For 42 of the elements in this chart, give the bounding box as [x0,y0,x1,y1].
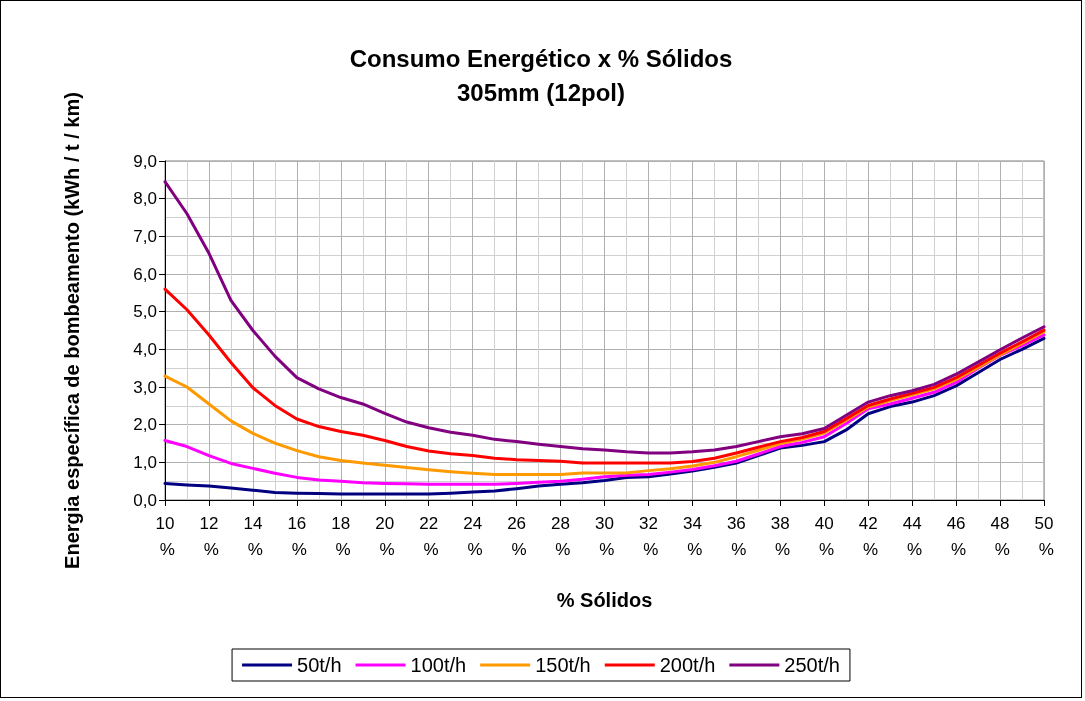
y-tick-label: 6,0 [133,264,157,284]
legend-label: 150t/h [535,654,591,676]
y-tick-label: 0,0 [133,490,157,510]
x-tick-label: 14 % [242,513,263,559]
x-tick-label: 28 % [550,513,571,559]
x-tick-label: 40 % [814,513,835,559]
y-tick-label: 1,0 [133,452,157,472]
x-tick-label: 36 % [726,513,747,559]
x-tick-label: 20 % [374,513,395,559]
x-tick-label: 44 % [902,513,923,559]
x-tick-label: 12 % [199,513,219,559]
chart-title: Consumo Energético x % Sólidos [349,44,733,72]
x-tick-label: 46 % [946,513,967,559]
x-tick-label: 38 % [770,513,791,559]
legend-label: 100t/h [410,654,467,676]
chart-subtitle: 305mm (12pol) [456,78,626,106]
y-tick-label: 2,0 [133,415,157,435]
y-tick-label: 9,0 [133,151,157,171]
x-tick-label: 48 % [990,513,1010,559]
legend-label: 50t/h [297,654,342,676]
x-tick-label: 50 % [1034,513,1054,559]
x-tick-label: 18 % [330,513,351,559]
line-series [163,287,1046,465]
y-axis-title: Energia específica de bombeamento (kWh / t / km) [61,92,83,569]
y-tick-label: 7,0 [133,226,157,246]
y-tick-label: 8,0 [133,189,157,209]
legend-label: 200t/h [659,654,716,676]
x-axis-title: % Sólidos [556,589,653,611]
x-tick-label: 22 % [418,513,439,559]
x-tick-label: 16 % [286,513,307,559]
x-tick-label: 10 % [155,513,175,559]
x-tick-label: 32 % [638,513,659,559]
y-tick-label: 3,0 [133,377,157,397]
line-series [163,180,1046,455]
x-tick-label: 42 % [858,513,879,559]
x-tick-label: 34 % [682,513,703,559]
x-tick-label: 26 % [506,513,527,559]
x-tick-label: 30 % [594,513,615,559]
y-tick-label: 5,0 [133,302,157,322]
y-tick-label: 4,0 [133,339,157,359]
legend-label: 250t/h [784,654,840,676]
x-tick-label: 24 % [462,513,483,559]
